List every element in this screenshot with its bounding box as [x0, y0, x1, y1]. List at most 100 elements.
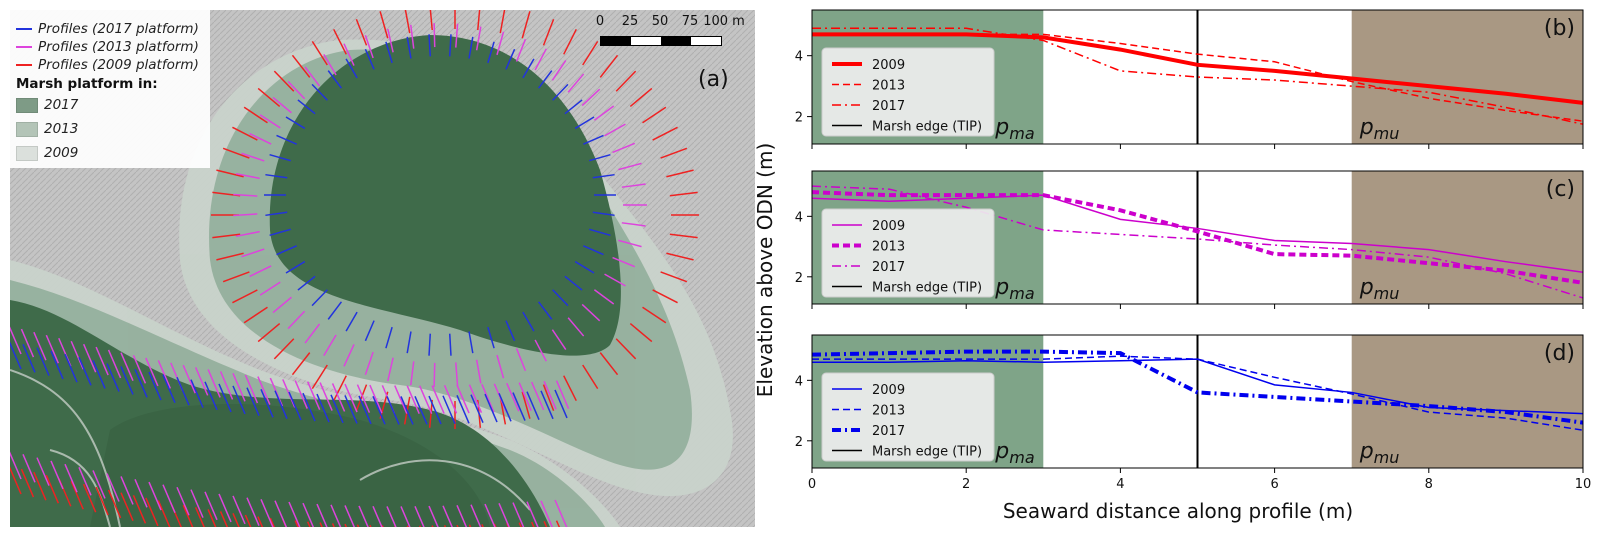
- series-line-2009: [811, 194, 1584, 274]
- legend-label: Marsh edge (TIP): [872, 445, 982, 460]
- profile-tick: [642, 306, 667, 324]
- profile-tick: [291, 54, 311, 78]
- profile-tick: [404, 10, 411, 34]
- profile-tick: [107, 489, 122, 519]
- profile-tick: [194, 367, 209, 396]
- profile-tick: [107, 349, 122, 379]
- profile-tick: [534, 48, 547, 71]
- scale-label-0: 0: [595, 14, 605, 29]
- profile-tick: [204, 491, 218, 521]
- series-line-2013: [812, 33, 1584, 122]
- profile-tick: [259, 114, 281, 129]
- plot-frame: [811, 334, 1584, 469]
- profile-tick: [355, 384, 368, 412]
- profile-tick: [385, 41, 393, 64]
- profile-tick: [330, 504, 342, 527]
- profile-tick: [232, 372, 246, 402]
- scale-label-50: 50: [651, 14, 669, 29]
- profile-tick: [618, 239, 642, 248]
- y-tick-label: 2: [795, 435, 803, 450]
- profile-tick: [410, 24, 415, 49]
- zone-label-sub: ma: [1009, 448, 1034, 467]
- profile-tick: [400, 506, 411, 527]
- profile-tick: [470, 394, 484, 424]
- profile-tick: [660, 147, 688, 159]
- zone-label-sub: ma: [1009, 124, 1034, 143]
- profile-tick: [288, 391, 302, 421]
- legend-label: 2013: [872, 79, 905, 94]
- profile-tick: [10, 326, 22, 355]
- profile-tick: [257, 516, 264, 527]
- profile-tick: [530, 381, 545, 411]
- y-axis-label: Elevation above ODN (m): [753, 143, 777, 398]
- profile-tick: [304, 66, 321, 87]
- profile-tick: [521, 11, 531, 39]
- profile-tick: [364, 351, 374, 376]
- profile-tick: [157, 500, 171, 527]
- profile-tick: [612, 256, 636, 268]
- profile-tick: [212, 233, 241, 239]
- profile-tick: [232, 512, 240, 527]
- legend-label: 2013: [872, 404, 905, 419]
- zone-label-ma: pma: [994, 439, 1034, 467]
- legend-box: [821, 47, 995, 137]
- profile-tick: [552, 83, 569, 101]
- legend-platform-2013-label: 2013: [44, 121, 79, 137]
- profile-tick: [132, 495, 147, 524]
- y-tick-label: 4: [795, 210, 803, 225]
- profile-tick: [530, 521, 535, 527]
- profile-tick: [162, 374, 176, 404]
- profile-tick: [669, 233, 698, 239]
- profile-tick: [145, 357, 159, 387]
- profile-tick: [456, 394, 470, 424]
- profile-tick: [233, 193, 258, 197]
- profile-tick: [551, 59, 567, 81]
- profile-tick: [456, 384, 470, 414]
- scale-bar-graphic: [600, 36, 722, 46]
- profile-tick: [273, 70, 295, 92]
- profile-tick: [260, 388, 274, 418]
- profile-tick: [319, 382, 333, 411]
- profile-tick: [235, 172, 260, 180]
- profile-tick: [428, 505, 439, 527]
- profile-tick: [521, 391, 531, 419]
- scale-bar: 0 25 50 75 100 m: [596, 14, 750, 54]
- profile-tick: [232, 289, 258, 304]
- profile-tick: [285, 260, 306, 274]
- profile-tick: [10, 451, 22, 480]
- profile-tick: [534, 339, 547, 362]
- profile-tick: [218, 493, 232, 523]
- legend-platform-2017-label: 2017: [44, 97, 79, 113]
- profile-tick: [257, 376, 271, 405]
- legend-box: [821, 208, 995, 298]
- panel-tag: (c): [1546, 177, 1575, 202]
- profile-tick: [265, 211, 288, 217]
- profile-tick: [176, 486, 190, 516]
- zone-label-sub: mu: [1374, 284, 1400, 303]
- legend-label: Marsh edge (TIP): [872, 120, 982, 135]
- profile-tick: [406, 385, 420, 414]
- profile-tick: [64, 353, 78, 383]
- profile-tick: [82, 483, 97, 513]
- profile-tick: [235, 230, 260, 238]
- profile-tick: [448, 34, 452, 57]
- profile-tick: [260, 498, 274, 527]
- profile-tick: [522, 311, 535, 332]
- profile-tick: [542, 384, 555, 412]
- legend-profiles-2013: Profiles (2013 platform): [16, 38, 199, 56]
- profile-tick: [10, 466, 22, 495]
- profile-tick: [574, 260, 595, 274]
- creek-lines: [10, 369, 531, 527]
- profile-tick: [92, 470, 106, 499]
- profile-tick: [345, 58, 358, 79]
- profile-tick: [442, 505, 453, 527]
- profile-tick: [10, 341, 22, 370]
- profile-tick: [563, 375, 577, 402]
- legend-platform-title: Marsh platform in:: [16, 76, 158, 92]
- profile-tick: [599, 54, 619, 78]
- profile-tick: [243, 106, 268, 124]
- profile-tick: [428, 34, 432, 57]
- profile-tick: [259, 281, 281, 296]
- profile-tick: [219, 511, 229, 527]
